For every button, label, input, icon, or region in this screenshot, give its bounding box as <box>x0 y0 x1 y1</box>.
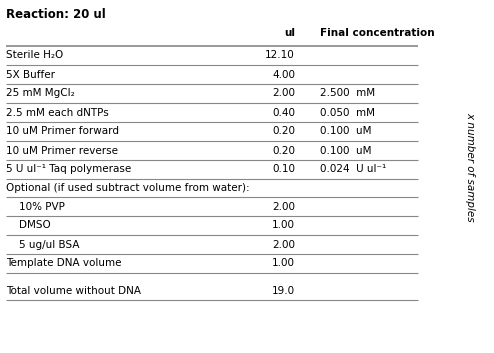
Text: 19.0: 19.0 <box>272 286 295 295</box>
Text: 0.024  U ul⁻¹: 0.024 U ul⁻¹ <box>320 164 386 174</box>
Text: 10% PVP: 10% PVP <box>6 202 65 211</box>
Text: 1.00: 1.00 <box>272 221 295 231</box>
Text: 5X Buffer: 5X Buffer <box>6 70 55 79</box>
Text: Total volume without DNA: Total volume without DNA <box>6 286 141 295</box>
Text: 0.100  uM: 0.100 uM <box>320 126 371 137</box>
Text: ul: ul <box>284 28 295 38</box>
Text: 0.40: 0.40 <box>272 108 295 118</box>
Text: Optional (if used subtract volume from water):: Optional (if used subtract volume from w… <box>6 183 249 193</box>
Text: 25 mM MgCl₂: 25 mM MgCl₂ <box>6 89 75 98</box>
Text: 0.100  uM: 0.100 uM <box>320 145 371 156</box>
Text: 0.050  mM: 0.050 mM <box>320 108 375 118</box>
Text: 2.5 mM each dNTPs: 2.5 mM each dNTPs <box>6 108 109 118</box>
Text: Final concentration: Final concentration <box>320 28 435 38</box>
Text: 1.00: 1.00 <box>272 258 295 269</box>
Text: 0.10: 0.10 <box>272 164 295 174</box>
Text: 0.20: 0.20 <box>272 145 295 156</box>
Text: 0.20: 0.20 <box>272 126 295 137</box>
Text: 2.00: 2.00 <box>272 202 295 211</box>
Text: Reaction: 20 ul: Reaction: 20 ul <box>6 8 106 21</box>
Text: 2.00: 2.00 <box>272 239 295 250</box>
Text: 2.00: 2.00 <box>272 89 295 98</box>
Text: 5 ug/ul BSA: 5 ug/ul BSA <box>6 239 80 250</box>
Text: 5 U ul⁻¹ Taq polymerase: 5 U ul⁻¹ Taq polymerase <box>6 164 131 174</box>
Text: 2.500  mM: 2.500 mM <box>320 89 375 98</box>
Text: x number of samples: x number of samples <box>465 112 475 221</box>
Text: DMSO: DMSO <box>6 221 51 231</box>
Text: 10 uM Primer forward: 10 uM Primer forward <box>6 126 119 137</box>
Text: 10 uM Primer reverse: 10 uM Primer reverse <box>6 145 118 156</box>
Text: 12.10: 12.10 <box>265 50 295 60</box>
Text: Sterile H₂O: Sterile H₂O <box>6 50 63 60</box>
Text: 4.00: 4.00 <box>272 70 295 79</box>
Text: Template DNA volume: Template DNA volume <box>6 258 122 269</box>
